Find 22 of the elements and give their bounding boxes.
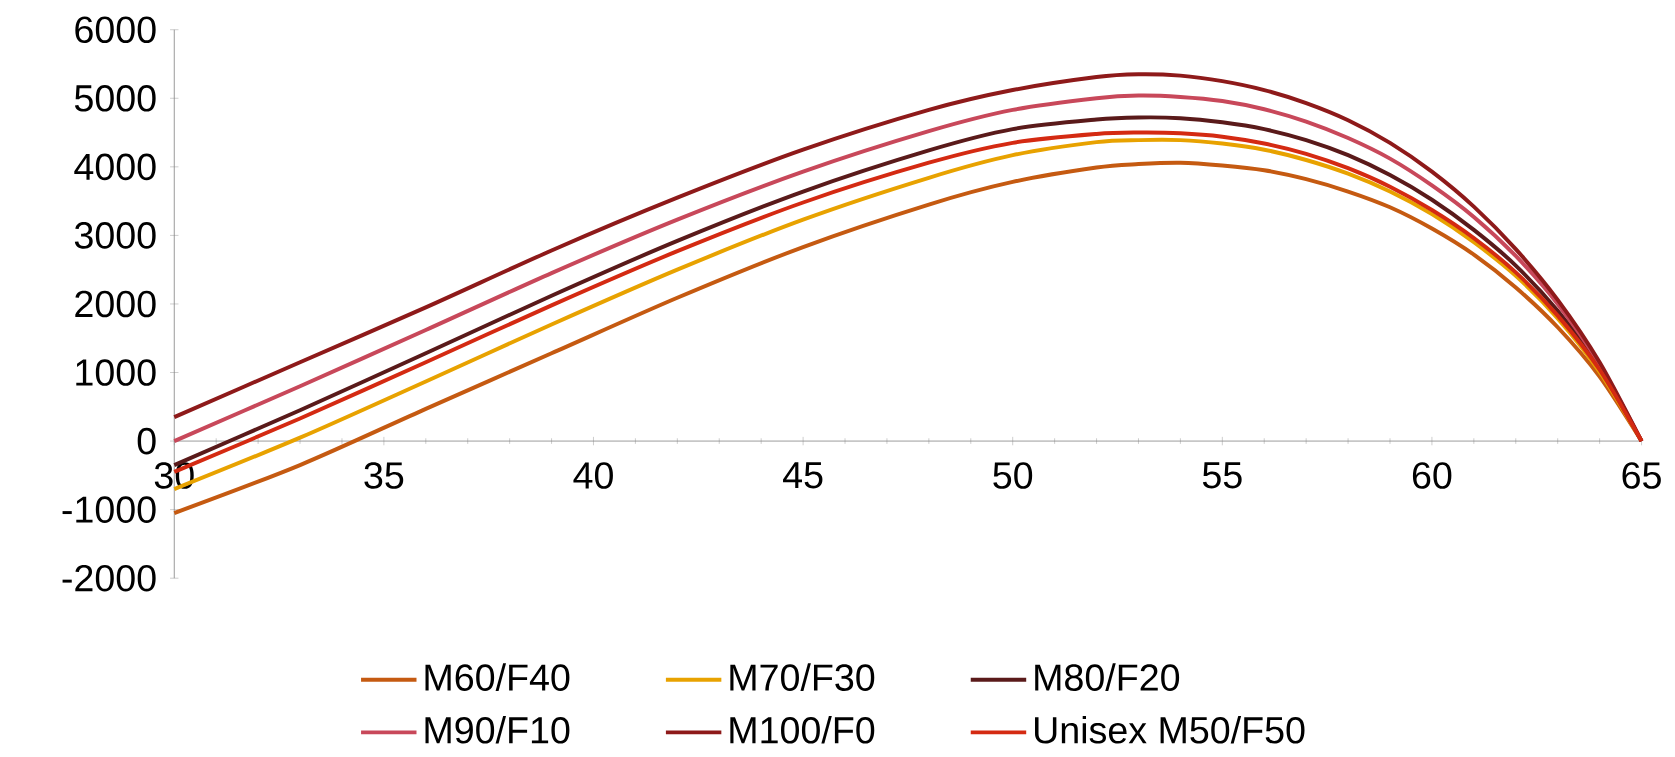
y-tick-label: 5000 bbox=[74, 85, 156, 112]
legend-label: M60/F40 bbox=[425, 663, 570, 692]
x-tick-label: 50 bbox=[993, 462, 1033, 489]
y-tick-label: -1000 bbox=[62, 496, 156, 524]
x-tick-label: 45 bbox=[783, 462, 823, 489]
x-tick-label: 40 bbox=[573, 462, 613, 489]
x-tick-label: 55 bbox=[1202, 462, 1242, 489]
legend-label: M100/F0 bbox=[730, 716, 875, 744]
x-tick-label: 35 bbox=[364, 462, 404, 489]
x-tick-label: 60 bbox=[1412, 462, 1452, 489]
y-tick-label: 4000 bbox=[74, 153, 156, 181]
legend-label: Unisex M50/F50 bbox=[1035, 716, 1305, 744]
y-tick-label: 1000 bbox=[76, 359, 156, 386]
y-tick-label: 0 bbox=[137, 427, 156, 455]
y-tick-label: 3000 bbox=[74, 222, 156, 249]
legend-label: M90/F10 bbox=[425, 716, 570, 744]
y-tick-label: -2000 bbox=[62, 565, 156, 592]
legend-label: M70/F30 bbox=[730, 663, 875, 692]
legend-label: M80/F20 bbox=[1035, 663, 1180, 692]
y-tick-label: 2000 bbox=[75, 290, 156, 318]
x-tick-label: 65 bbox=[1622, 462, 1661, 489]
y-tick-label: 6000 bbox=[75, 16, 156, 44]
